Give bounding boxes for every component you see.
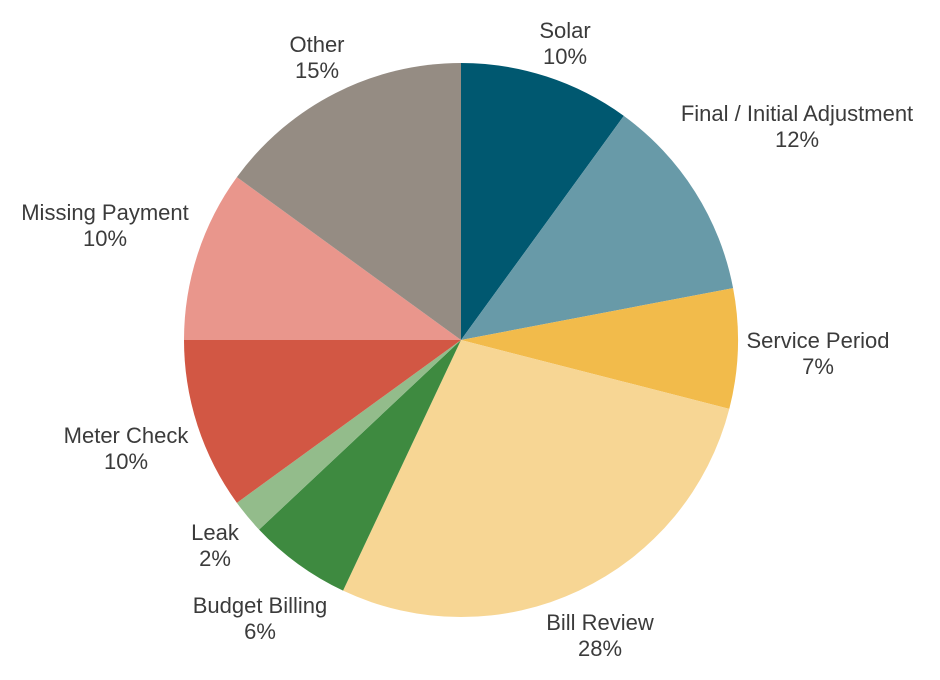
pie-slice-label-other: Other 15% <box>289 32 344 83</box>
pie-slice-missing-payment <box>184 177 461 340</box>
pie-slice-label-budget-billing: Budget Billing 6% <box>193 593 328 644</box>
pie-slice-solar <box>461 63 624 340</box>
pie-slice-budget-billing <box>259 340 461 591</box>
pie-slice-bill-review <box>343 340 730 618</box>
pie-slice-label-final-initial-adjustment: Final / Initial Adjustment 12% <box>681 101 913 152</box>
pie-slice-label-bill-review: Bill Review 28% <box>546 610 654 661</box>
pie-slice-label-leak: Leak 2% <box>191 520 240 571</box>
pie-slice-final-initial-adjustment <box>461 115 734 341</box>
pie-slice-label-service-period: Service Period 7% <box>746 328 889 379</box>
pie-slice-label-missing-payment: Missing Payment 10% <box>21 200 189 251</box>
pie-slice-other <box>236 63 461 340</box>
pie-slice-label-meter-check: Meter Check 10% <box>64 423 190 474</box>
pie-slice-meter-check <box>184 340 461 503</box>
pie-slice-service-period <box>461 288 738 409</box>
pie-slice-leak <box>236 340 461 530</box>
pie-slice-label-solar: Solar 10% <box>539 18 590 69</box>
